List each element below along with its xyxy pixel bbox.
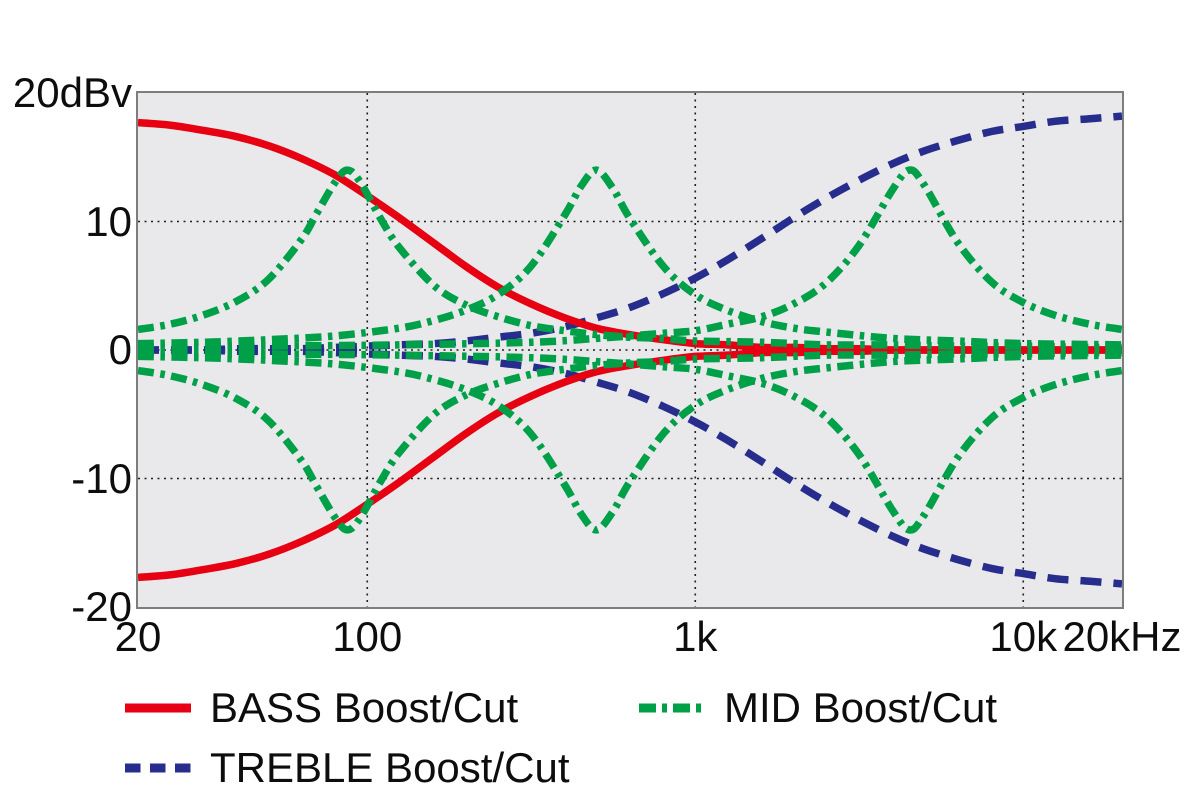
legend-label-mid: MID Boost/Cut — [724, 684, 998, 731]
x-tick-label: 20kHz — [1062, 613, 1182, 660]
x-tick-label: 20 — [114, 613, 162, 660]
x-tick-label: 1k — [673, 613, 718, 660]
curve-mid-high-cut — [138, 348, 1122, 534]
curve-bass-cut — [138, 346, 1122, 582]
mid-line-swatch — [639, 703, 705, 713]
y-tick-label: 0 — [108, 326, 132, 373]
curve-treble-cut — [138, 346, 1122, 588]
x-tick-label: 100 — [332, 613, 403, 660]
x-tick-label: 10k — [989, 613, 1058, 660]
y-tick-label: 20dBv — [12, 69, 132, 116]
y-tick-label: 10 — [85, 197, 132, 245]
y-tick-label: -20 — [71, 583, 132, 630]
curve-mid-center-boost — [138, 166, 1122, 349]
bass-line-swatch — [125, 703, 191, 713]
legend-item-mid: MID Boost/Cut — [638, 684, 997, 732]
curve-bass-boost — [138, 118, 1122, 354]
curve-mid-center-cut — [138, 351, 1122, 534]
curve-treble-boost — [138, 112, 1122, 354]
curve-mid-low-cut — [138, 348, 1122, 534]
curve-mid-low-boost — [138, 166, 1122, 352]
plot-area — [136, 91, 1124, 609]
y-tick-label: -10 — [71, 454, 132, 502]
legend-label-treble: TREBLE Boost/Cut — [210, 744, 570, 791]
curves-canvas — [138, 93, 1122, 607]
legend-label-bass: BASS Boost/Cut — [210, 684, 519, 731]
legend-item-bass: BASS Boost/Cut — [124, 684, 518, 732]
curve-mid-high-boost — [138, 166, 1122, 352]
legend-item-treble: TREBLE Boost/Cut — [124, 744, 569, 792]
treble-line-swatch — [125, 763, 191, 773]
